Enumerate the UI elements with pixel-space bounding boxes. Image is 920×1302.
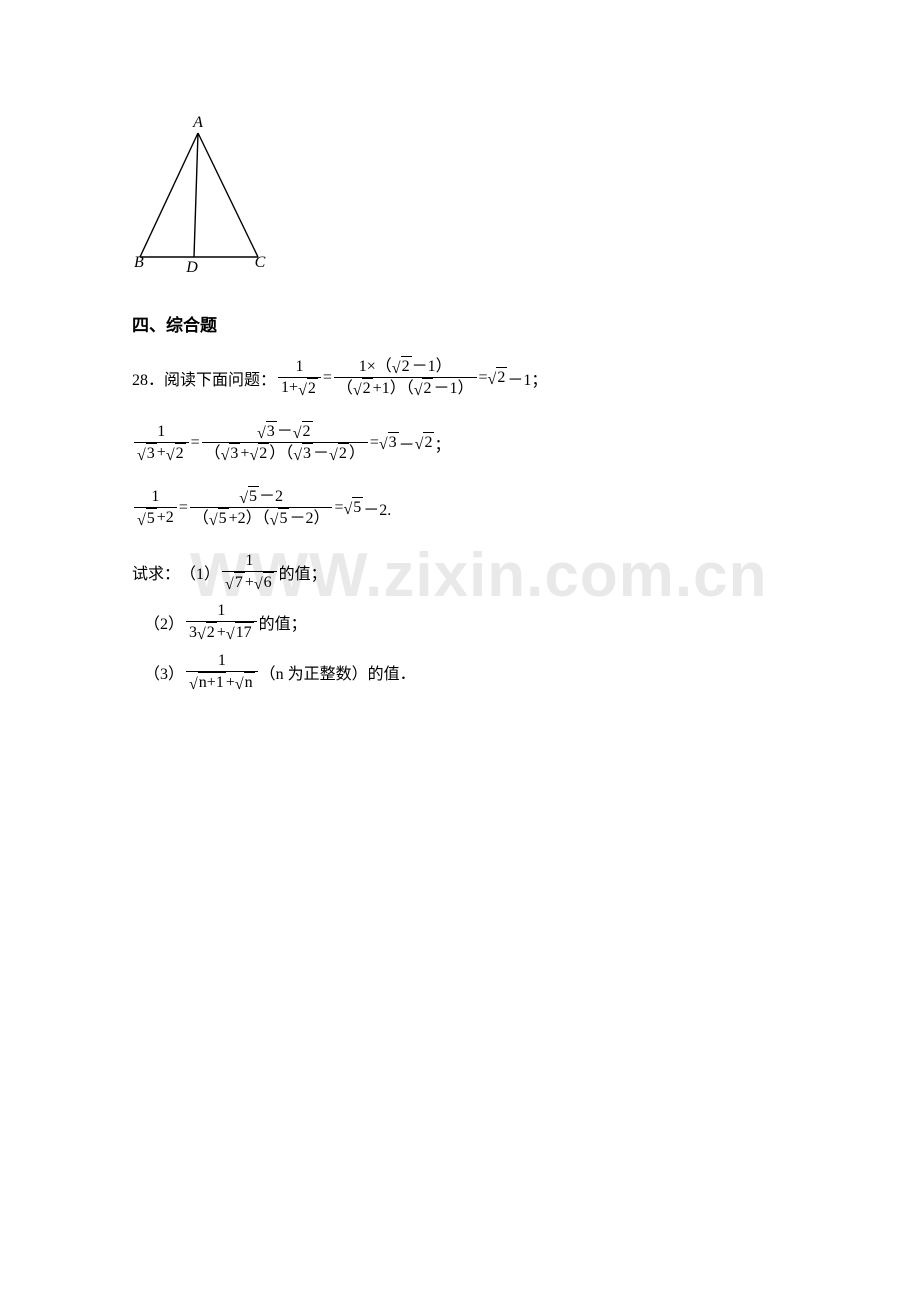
vertex-d: D bbox=[185, 259, 198, 275]
eq1-lhs: 1 1+ √2 bbox=[278, 357, 321, 399]
vertex-a: A bbox=[192, 115, 203, 131]
equation-1: 28． 阅读下面问题： 1 1+ √2 = 1×（ √2 －1） （ √2 +1… bbox=[132, 356, 792, 399]
triangle-figure: A B C D bbox=[132, 115, 270, 275]
question-part-1: 试求： （1） 1 √7 + √6 的值； bbox=[132, 551, 792, 593]
q-number: 28． bbox=[132, 366, 164, 390]
ask-label: 试求： bbox=[132, 560, 180, 584]
q-intro: 阅读下面问题： bbox=[164, 366, 276, 390]
eq2-mid: √3 － √2 （ √3 + √2 ）（ √3 － √2 ） bbox=[202, 421, 368, 464]
eq3-mid: √5 －2 （ √5 +2）（ √5 －2） bbox=[190, 486, 333, 529]
equation-2: 1 √3 + √2 = √3 － √2 （ √3 + √2 ）（ √3 bbox=[132, 421, 792, 464]
section-heading: 四、综合题 bbox=[132, 311, 792, 336]
question-part-3: （3） 1 √n+1 + √n （n 为正整数）的值． bbox=[132, 651, 792, 693]
eq3-lhs: 1 √5 +2 bbox=[134, 487, 177, 529]
vertex-b: B bbox=[134, 254, 144, 271]
vertex-c: C bbox=[255, 254, 266, 271]
question-part-2: （2） 1 3 √2 + √17 的值； bbox=[132, 601, 792, 643]
eq2-lhs: 1 √3 + √2 bbox=[134, 422, 189, 464]
eq1-mid: 1×（ √2 －1） （ √2 +1）（ √2 －1） bbox=[334, 356, 477, 399]
equation-3: 1 √5 +2 = √5 －2 （ √5 +2）（ √5 －2） = √5 －2… bbox=[132, 486, 792, 529]
page-content: A B C D 四、综合题 28． 阅读下面问题： 1 1+ √2 = 1×（ … bbox=[132, 115, 792, 701]
